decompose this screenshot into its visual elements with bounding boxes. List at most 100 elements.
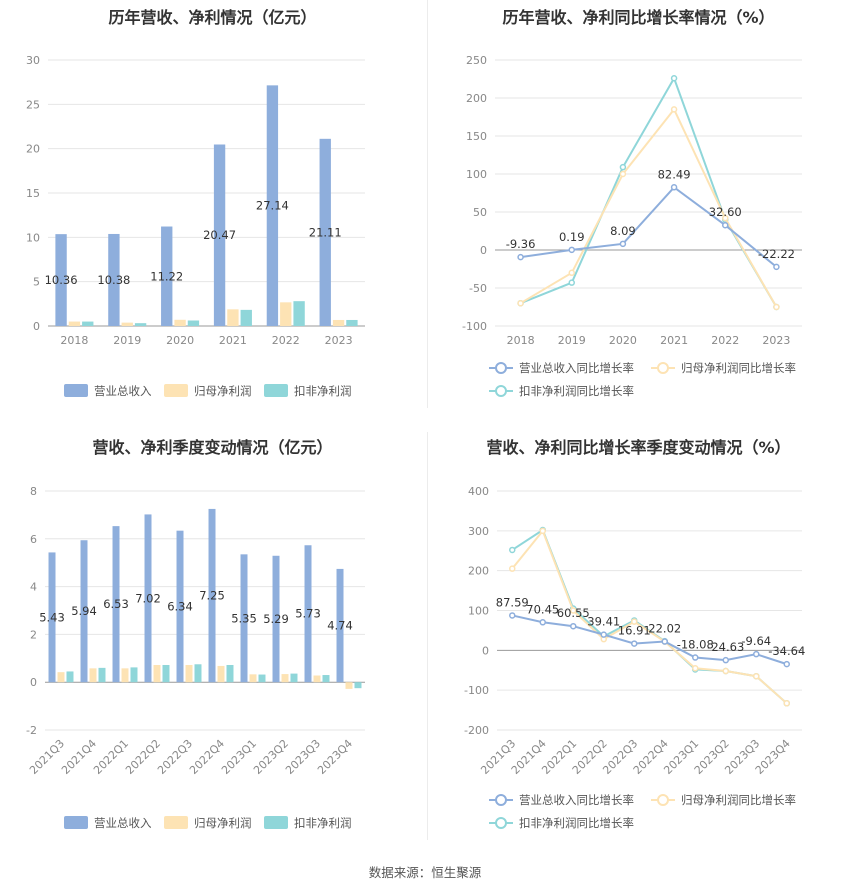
- bar: [112, 526, 120, 683]
- data-point: [509, 565, 516, 572]
- data-label: 4.74: [327, 619, 353, 633]
- data-point: [568, 269, 575, 277]
- bar: [134, 323, 147, 326]
- x-tick-label: 2021: [219, 334, 247, 347]
- data-point: [509, 546, 516, 554]
- data-label: 7.25: [199, 589, 225, 603]
- legend-swatch: [264, 816, 288, 829]
- y-tick-label: 100: [468, 605, 489, 618]
- panel-divider-bottom: [427, 432, 428, 840]
- bar: [249, 674, 257, 683]
- bar: [68, 321, 81, 326]
- data-label: 5.73: [295, 607, 321, 621]
- bar: [208, 508, 216, 683]
- bar: [304, 545, 312, 683]
- bar: [187, 320, 200, 326]
- data-label: 10.38: [97, 273, 130, 287]
- legend-label: 营业总收入同比增长率: [519, 793, 634, 807]
- legend-swatch: [164, 384, 188, 397]
- legend-marker: [495, 385, 507, 397]
- data-label: 32.60: [709, 205, 742, 219]
- data-label: 7.02: [135, 591, 161, 605]
- y-tick-label: -100: [462, 320, 487, 333]
- data-label: 16.91: [618, 624, 651, 638]
- y-tick-label: 25: [26, 98, 40, 111]
- data-point: [670, 74, 678, 82]
- data-label: -24.63: [707, 640, 744, 654]
- data-point: [568, 279, 575, 286]
- y-tick-label: 5: [33, 276, 40, 289]
- y-tick-label: 15: [26, 187, 40, 200]
- y-tick-label: -2: [26, 724, 37, 737]
- data-label: -9.64: [741, 634, 771, 648]
- legend-label: 营业总收入: [94, 384, 152, 398]
- data-point: [783, 660, 790, 668]
- data-label: 6.53: [103, 597, 129, 611]
- bar: [57, 672, 65, 683]
- data-point: [722, 214, 729, 222]
- data-label: 21.11: [309, 225, 342, 239]
- y-tick-label: 150: [466, 130, 487, 143]
- data-point: [692, 665, 699, 672]
- x-tick-label: 2018: [60, 334, 88, 347]
- bar: [322, 675, 330, 683]
- data-label: 39.41: [587, 615, 620, 629]
- legend-label: 归母净利润同比增长率: [681, 793, 796, 807]
- series-line: [511, 528, 788, 705]
- data-point: [619, 240, 627, 248]
- data-point: [539, 619, 546, 626]
- bar: [240, 554, 248, 683]
- bar: [161, 226, 173, 326]
- bar: [227, 309, 239, 326]
- data-point: [570, 622, 577, 630]
- bar: [194, 664, 202, 683]
- legend-label: 归母净利润同比增长率: [681, 361, 796, 375]
- annual-growth-plot: -100 -50 0 50 100 150 200 250 -9.36 0.19 8.09 82.49…: [462, 54, 802, 398]
- data-label: 5.94: [71, 604, 97, 618]
- bar: [121, 668, 129, 683]
- data-point: [692, 654, 699, 661]
- bar: [336, 568, 344, 683]
- bar: [55, 234, 67, 326]
- bar: [80, 540, 88, 683]
- bar: [98, 667, 106, 683]
- data-point: [773, 303, 780, 311]
- bar: [130, 667, 138, 683]
- data-label: 0.19: [559, 230, 585, 244]
- bar: [290, 673, 298, 683]
- bar: [185, 664, 193, 683]
- data-label: 87.59: [496, 595, 529, 609]
- bar: [280, 302, 292, 326]
- legend-swatch: [164, 816, 188, 829]
- bar: [354, 682, 362, 689]
- legend-label: 归母净利润: [194, 816, 252, 830]
- x-tick-label: 2022: [272, 334, 300, 347]
- y-tick-label: 0: [30, 676, 37, 689]
- legend-label: 扣非净利润同比增长率: [519, 384, 634, 398]
- legend-label: 扣非净利润: [294, 816, 352, 830]
- data-point: [619, 163, 627, 171]
- annual-revenue-profit-plot: 0 5 10 15 20 25 30 10.36 10.38 11.22 20.47 27.14 21.…: [26, 54, 365, 398]
- data-label: 5.35: [231, 611, 257, 625]
- series-line: [520, 185, 778, 268]
- bar: [82, 321, 94, 326]
- series-line: [512, 614, 788, 666]
- x-tick-label: 2021: [660, 334, 688, 347]
- data-point: [631, 618, 638, 625]
- data-label: 10.36: [45, 273, 78, 287]
- x-tick-label: 2023Q4: [315, 737, 355, 777]
- bar: [108, 233, 120, 326]
- y-tick-label: 4: [30, 581, 37, 594]
- bar: [48, 552, 56, 683]
- bar: [176, 530, 184, 683]
- legend-label: 扣非净利润: [294, 384, 352, 398]
- data-label: 5.43: [39, 610, 65, 624]
- y-tick-label: 200: [466, 92, 487, 105]
- y-tick-label: 200: [468, 565, 489, 578]
- legend-swatch: [64, 816, 88, 829]
- annual-revenue-profit-chart: 历年营收、净利情况（亿元） 0 5 10 15 20 25 30 10.36 10.38 11.2…: [0, 0, 425, 410]
- bar: [319, 138, 331, 326]
- data-point: [631, 640, 638, 647]
- data-label: 20.47: [203, 228, 236, 242]
- bar: [153, 664, 161, 683]
